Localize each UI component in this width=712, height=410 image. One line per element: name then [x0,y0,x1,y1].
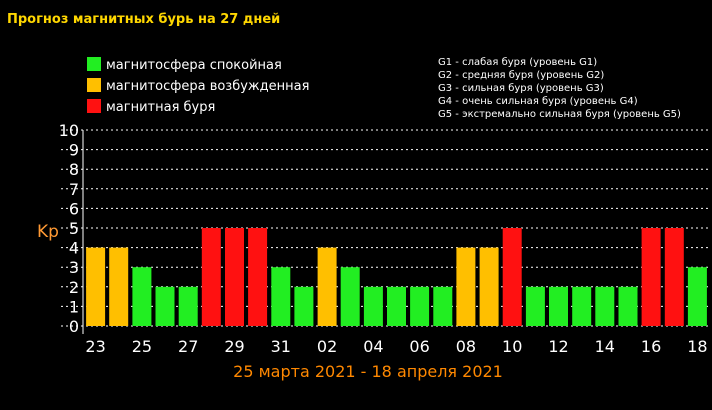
y-axis-label: Kp [37,222,59,242]
y-tick-label: 9 [69,141,79,160]
bar-10 [502,228,522,326]
bar-18 [687,267,707,326]
legend-swatch-excited [87,78,101,92]
bar-09 [479,247,499,326]
bar-17 [664,228,684,326]
bar-01 [294,286,314,326]
x-tick-label: 27 [178,337,198,356]
x-tick-label: 14 [595,337,615,356]
y-tick-label: 1 [69,297,79,316]
legend-label-storm: магнитная буря [106,100,215,115]
bar-04 [363,286,383,326]
bar-15 [618,286,638,326]
x-tick-label: 04 [363,337,383,356]
bar-02 [317,247,337,326]
x-tick-label: 29 [224,337,244,356]
bar-12 [549,286,568,326]
bar-03 [340,267,360,326]
legend-label-quiet: магнитосфера спокойная [106,58,282,73]
bar-26 [155,286,175,326]
y-tick-label: 6 [69,199,79,218]
x-tick-label: 08 [456,337,476,356]
y-tick-label: 5 [69,219,79,238]
g-level-4: G4 - очень сильная буря (уровень G4) [438,96,638,107]
g-level-2: G2 - средняя буря (уровень G2) [438,70,604,81]
x-tick-label: 10 [502,337,522,356]
g-level-1: G1 - слабая буря (уровень G1) [438,57,597,68]
bar-25 [132,267,152,326]
x-tick-label: 23 [85,337,105,356]
g-level-legend: G1 - слабая буря (уровень G1) G2 - средн… [438,57,681,120]
bar-06 [410,286,430,326]
chart-title: Прогноз магнитных бурь на 27 дней [7,12,280,27]
bars [86,228,707,326]
bar-23 [86,247,106,326]
x-tick-label: 16 [641,337,661,356]
y-tick-label: 2 [69,278,79,297]
bar-16 [641,228,661,326]
bar-11 [525,286,545,326]
y-tick-label: 3 [69,258,79,277]
legend-label-excited: магнитосфера возбужденная [106,79,309,94]
g-level-5: G5 - экстремально сильная буря (уровень … [438,109,681,120]
x-axis-ticks: 23 25 27 29 31 02 04 06 08 10 12 14 16 18 [85,337,707,356]
date-range: 25 марта 2021 - 18 апреля 2021 [233,362,503,381]
x-tick-label: 12 [548,337,568,356]
x-tick-label: 31 [271,337,291,356]
bar-29 [225,228,244,326]
bar-14 [595,286,615,326]
bar-30 [248,228,268,326]
y-tick-label: 8 [69,160,79,179]
bar-31 [271,267,291,326]
x-tick-label: 18 [687,337,707,356]
bar-13 [572,286,592,326]
legend: магнитосфера спокойная магнитосфера возб… [87,57,309,115]
legend-swatch-quiet [87,57,101,71]
bar-24 [109,247,129,326]
bar-27 [178,286,198,326]
x-tick-label: 02 [317,337,337,356]
y-tick-label: 7 [69,180,79,199]
y-tick-label: 10 [59,121,79,140]
y-tick-label: 0 [69,317,79,336]
bar-28 [201,228,221,326]
bar-08 [456,247,476,326]
bar-05 [387,286,406,326]
g-level-3: G3 - сильная буря (уровень G3) [438,83,604,94]
x-tick-label: 06 [409,337,429,356]
x-tick-label: 25 [132,337,152,356]
bar-07 [433,286,453,326]
legend-swatch-storm [87,99,101,113]
y-tick-label: 4 [69,239,79,258]
